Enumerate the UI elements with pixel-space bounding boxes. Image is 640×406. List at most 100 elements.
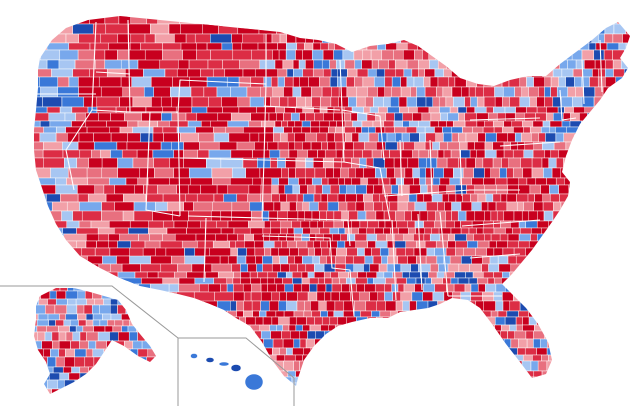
county-cell — [484, 233, 492, 242]
county-cell — [556, 360, 567, 372]
county-cell — [514, 112, 525, 122]
county-cell — [496, 210, 505, 222]
county-cell — [622, 96, 630, 108]
county-cell — [595, 149, 603, 159]
county-cell — [432, 291, 445, 302]
county-cell — [536, 316, 545, 326]
county-cell — [546, 347, 558, 356]
county-cell — [565, 141, 574, 151]
county-cell — [632, 34, 640, 43]
county-cell — [482, 157, 494, 169]
county-cell — [512, 391, 518, 397]
county-cell — [488, 263, 500, 273]
county-cell — [156, 395, 164, 403]
county-cell — [371, 247, 381, 257]
county-cell — [34, 210, 40, 222]
county-cell — [250, 291, 262, 302]
county-cell — [527, 193, 535, 203]
county-cell — [559, 220, 567, 229]
county-cell — [504, 316, 517, 326]
county-cell — [203, 347, 227, 356]
county-cell — [460, 201, 472, 212]
county-cell — [549, 120, 563, 128]
county-cell — [77, 193, 89, 203]
county-cell — [108, 388, 118, 394]
county-cell — [454, 233, 467, 242]
county-cell — [257, 42, 278, 51]
county-cell — [416, 382, 428, 386]
county-cell — [284, 376, 293, 384]
county-cell — [248, 184, 262, 195]
county-cell — [69, 325, 77, 333]
county-cell — [370, 376, 380, 384]
county-cell — [451, 68, 461, 78]
county-cell — [79, 331, 87, 342]
county-cell — [513, 210, 523, 222]
county-cell — [564, 247, 574, 257]
county-cell — [346, 201, 357, 212]
county-cell — [360, 23, 369, 35]
county-cell — [476, 338, 488, 349]
county-cell — [108, 354, 119, 362]
county-cell — [121, 325, 129, 333]
county-cell — [559, 391, 568, 397]
county-cell — [435, 49, 448, 61]
county-cell — [319, 227, 331, 235]
county-cell — [443, 16, 452, 25]
county-cell — [615, 96, 623, 108]
county-cell — [145, 370, 160, 384]
county-cell — [276, 324, 283, 332]
county-cell — [384, 86, 392, 98]
county-cell — [564, 338, 571, 349]
county-cell — [379, 310, 391, 318]
county-cell — [633, 221, 639, 228]
county-cell — [302, 227, 312, 235]
county-cell — [528, 316, 537, 326]
county-cell — [90, 220, 110, 229]
county-cell — [43, 277, 67, 285]
county-cell — [64, 112, 76, 122]
county-cell — [213, 193, 224, 203]
county-cell — [289, 247, 299, 257]
county-cell — [534, 247, 545, 257]
county-cell — [610, 157, 619, 169]
county-cell — [513, 283, 521, 293]
county-cell — [51, 388, 59, 394]
county-cell — [85, 348, 94, 358]
county-cell — [49, 255, 68, 265]
county-cell — [606, 42, 620, 51]
county-cell — [383, 227, 391, 235]
county-cell — [626, 391, 635, 397]
county-cell — [466, 233, 474, 242]
county-cell — [319, 106, 328, 114]
county-cell — [587, 16, 596, 25]
county-cell — [254, 240, 264, 249]
county-cell — [393, 316, 407, 326]
county-cell — [235, 240, 245, 249]
county-cell — [567, 382, 576, 386]
county-cell — [412, 167, 420, 179]
county-cell — [493, 227, 506, 235]
county-cell — [622, 120, 630, 128]
county-cell — [416, 86, 426, 98]
county-cell — [295, 324, 303, 332]
county-cell — [615, 76, 626, 88]
county-cell — [599, 330, 608, 340]
county-cell — [43, 126, 57, 134]
county-cell — [584, 376, 594, 384]
county-cell — [157, 120, 170, 128]
county-cell — [566, 360, 573, 372]
county-cell — [138, 379, 147, 390]
county-cell — [544, 76, 552, 88]
county-cell — [298, 391, 309, 397]
county-cell — [434, 391, 442, 397]
county-cell — [558, 149, 570, 159]
county-cell — [176, 126, 197, 134]
county-cell — [518, 271, 529, 279]
county-cell — [477, 283, 486, 293]
county-cell — [418, 149, 429, 159]
county-cell — [313, 59, 323, 70]
county-cell — [94, 288, 106, 292]
county-cell — [584, 227, 596, 235]
county-cell — [101, 376, 124, 384]
